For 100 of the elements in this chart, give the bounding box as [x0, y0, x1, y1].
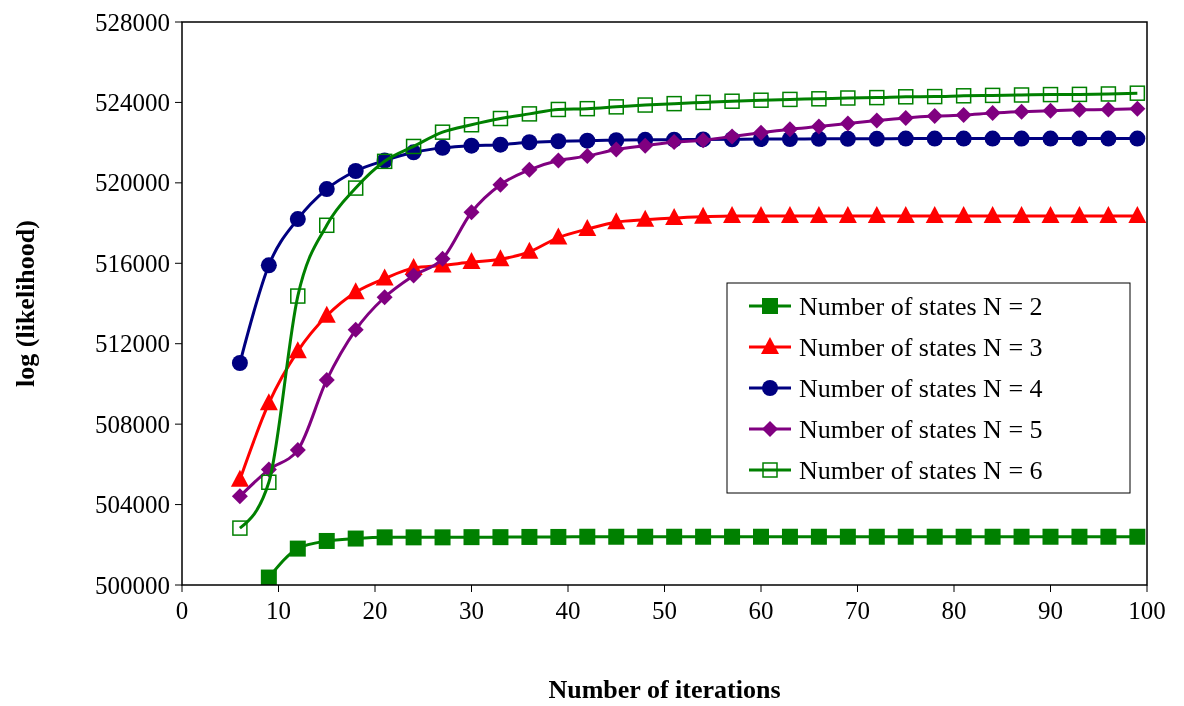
point — [838, 206, 857, 224]
point — [984, 87, 1001, 104]
point — [492, 176, 509, 193]
point — [636, 209, 655, 227]
point — [608, 528, 625, 545]
point — [1129, 130, 1146, 147]
point — [1071, 528, 1088, 545]
point — [346, 282, 365, 300]
point — [869, 89, 885, 106]
x-tick-label: 100 — [1128, 597, 1166, 624]
point — [809, 206, 828, 224]
point — [347, 321, 364, 338]
point — [753, 528, 769, 545]
point — [231, 488, 248, 505]
point — [492, 110, 509, 127]
point — [810, 130, 827, 147]
point — [434, 250, 451, 267]
point — [955, 107, 972, 124]
point — [955, 88, 972, 104]
point — [288, 341, 307, 359]
point — [983, 206, 1002, 224]
point — [897, 130, 914, 147]
point — [579, 528, 596, 545]
point — [984, 130, 1001, 147]
point — [926, 108, 943, 125]
point — [608, 99, 624, 115]
point — [695, 528, 712, 545]
point — [376, 529, 393, 546]
point — [955, 130, 972, 147]
point — [1071, 86, 1088, 103]
point — [521, 528, 538, 545]
point — [724, 528, 741, 545]
point — [579, 148, 596, 165]
point — [1042, 528, 1059, 545]
point — [665, 208, 684, 226]
point — [521, 106, 538, 122]
legend-label: Number of states N = 2 — [799, 291, 1043, 321]
point — [463, 137, 480, 154]
point — [896, 206, 915, 224]
point — [926, 130, 943, 147]
point — [289, 441, 306, 458]
point — [868, 528, 885, 545]
point — [1129, 85, 1146, 101]
point — [781, 528, 798, 545]
point — [1042, 130, 1059, 147]
point — [318, 371, 335, 388]
point — [405, 267, 422, 284]
point — [261, 474, 277, 490]
point — [405, 529, 422, 546]
x-tick-label: 60 — [748, 597, 774, 624]
point — [1071, 130, 1088, 147]
point — [463, 529, 480, 546]
x-axis-title: Number of iterations — [548, 675, 781, 704]
point — [780, 206, 799, 224]
point — [1129, 528, 1146, 545]
x-tick-label: 10 — [266, 597, 291, 624]
point — [1071, 101, 1088, 118]
point — [376, 289, 393, 306]
point — [1042, 86, 1059, 103]
y-tick-label: 512000 — [95, 330, 170, 358]
point — [463, 204, 480, 221]
point — [666, 528, 683, 545]
point — [259, 393, 278, 411]
point — [578, 219, 597, 237]
point — [1129, 100, 1146, 117]
point — [1100, 86, 1117, 102]
point — [839, 130, 856, 147]
point — [550, 152, 567, 169]
point — [1013, 103, 1030, 120]
point — [289, 211, 306, 228]
point — [550, 101, 567, 118]
point — [752, 206, 770, 224]
point — [840, 90, 856, 106]
point — [434, 139, 451, 156]
point — [955, 528, 972, 545]
point — [231, 355, 248, 372]
y-tick-label: 524000 — [95, 88, 170, 116]
point — [492, 529, 509, 546]
point — [1041, 206, 1060, 224]
x-tick-label: 80 — [941, 597, 967, 624]
point — [637, 97, 653, 113]
point — [463, 117, 480, 133]
point — [925, 206, 944, 224]
legend-label: Number of states N = 3 — [799, 332, 1043, 362]
point — [926, 528, 943, 545]
point — [521, 134, 538, 151]
point — [954, 206, 973, 224]
point — [1128, 206, 1147, 224]
point — [666, 95, 682, 112]
point — [1100, 130, 1117, 147]
point — [897, 109, 914, 126]
point — [462, 252, 481, 270]
point — [868, 112, 885, 129]
point — [549, 227, 568, 245]
point — [1013, 528, 1030, 545]
point — [550, 133, 567, 150]
point — [839, 528, 856, 545]
point — [839, 115, 856, 132]
point — [637, 528, 654, 545]
point — [405, 138, 422, 155]
